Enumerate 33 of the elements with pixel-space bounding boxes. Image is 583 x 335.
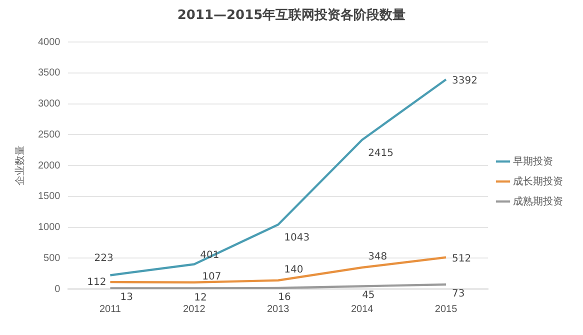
data-label: 12 [194,292,207,304]
y-tick-label: 4000 [38,36,61,48]
data-label: 16 [278,292,291,304]
y-tick-label: 1000 [38,222,61,233]
x-tick-label: 2012 [183,304,206,315]
chart-title: 2011—2015年互联网投资各阶段数量 [176,7,407,24]
y-tick-label: 2500 [38,129,61,140]
data-label: 112 [87,277,106,288]
x-tick-label: 2011 [99,304,122,315]
legend-label: 早期投资 [513,155,553,168]
data-label: 512 [452,253,472,264]
data-label: 140 [284,264,304,276]
data-label: 1043 [284,232,310,244]
data-label: 73 [452,288,465,300]
x-tick-label: 2014 [350,304,374,315]
legend-label: 成长期投资 [513,175,563,188]
y-tick-label: 1500 [38,191,61,202]
data-label: 348 [368,252,388,263]
y-tick-label: 3000 [38,98,61,110]
y-tick-label: 2000 [38,160,61,172]
data-label: 223 [94,253,114,264]
y-tick-label: 500 [44,252,61,264]
data-label: 45 [362,290,375,302]
data-label: 107 [202,271,222,282]
x-tick-label: 2015 [434,304,458,315]
y-tick-label: 0 [54,284,61,295]
data-label: 2415 [368,148,394,159]
legend-label: 成熟期投资 [513,195,563,208]
x-tick-label: 2013 [267,304,290,315]
y-tick-label: 3500 [38,68,61,79]
data-label: 13 [120,292,133,304]
data-label: 3392 [452,76,478,87]
y-axis-title: 企业数量 [14,146,26,186]
